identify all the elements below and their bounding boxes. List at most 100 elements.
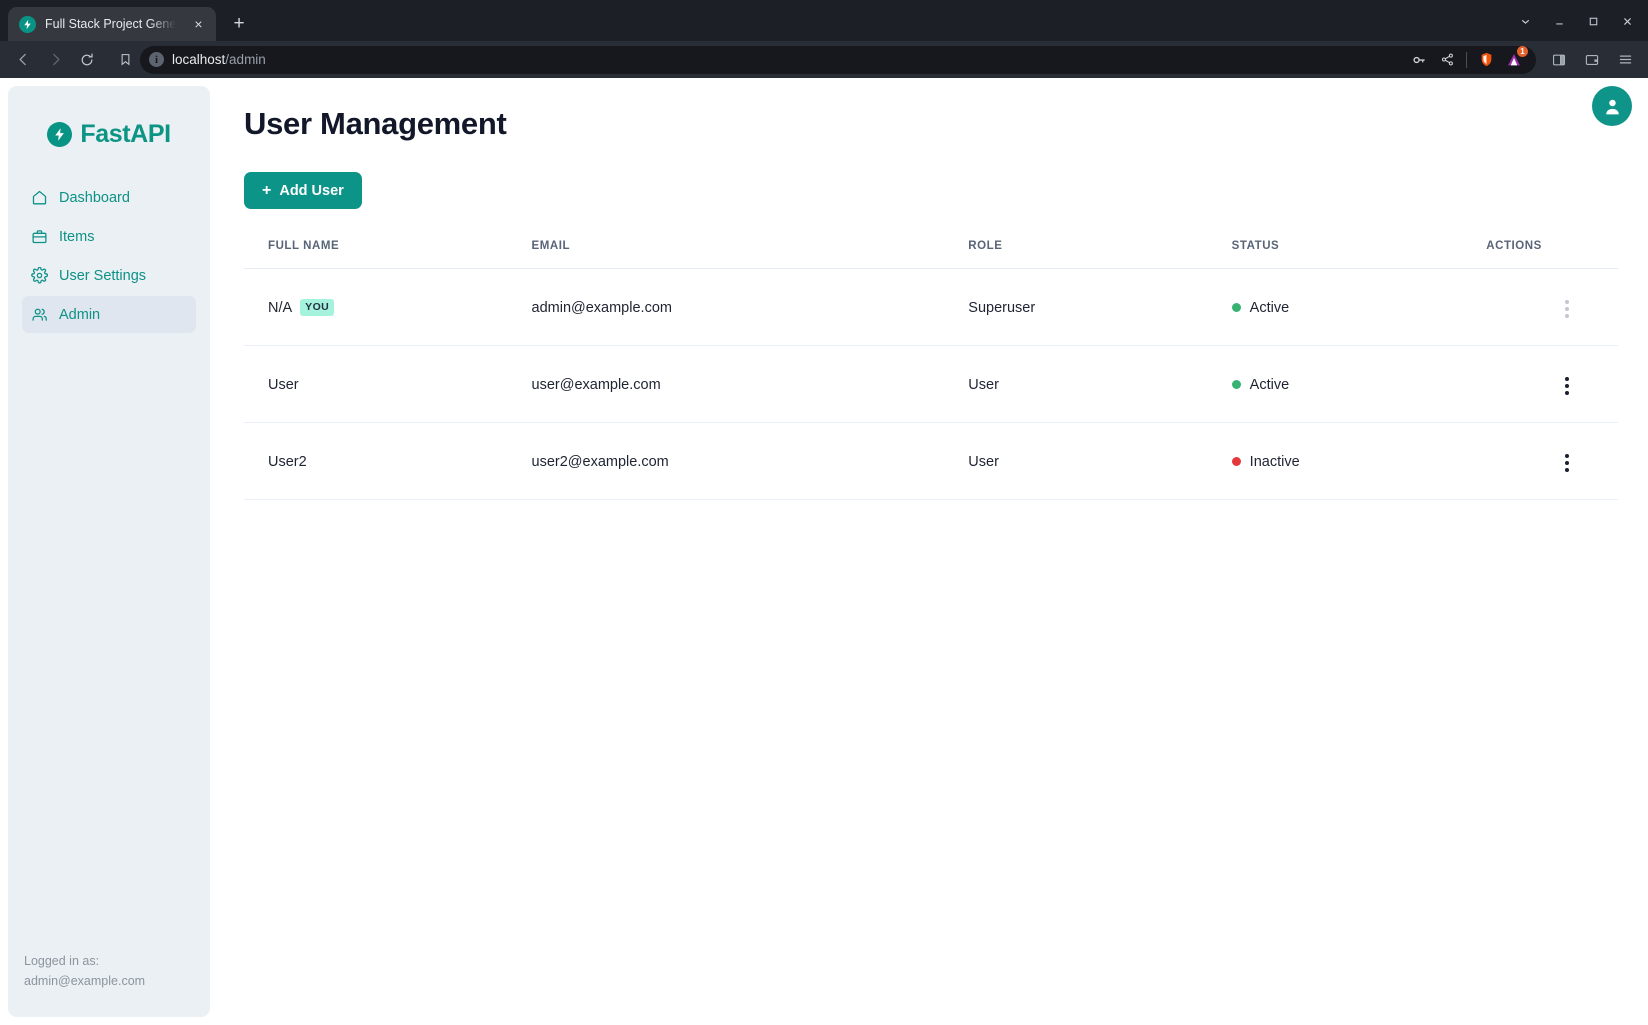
full-name-text: User: [268, 376, 299, 393]
wallet-icon[interactable]: [1577, 46, 1607, 74]
site-info-icon[interactable]: i: [149, 52, 164, 67]
browser-titlebar: Full Stack Project Genera × +: [0, 0, 1648, 41]
chevron-down-icon[interactable]: [1508, 6, 1542, 36]
table-row: User2 user2@example.com User Inactive: [244, 422, 1618, 500]
cell-actions: [1486, 345, 1618, 423]
cell-role: User: [968, 345, 1232, 423]
users-table: FULL NAME EMAIL ROLE STATUS ACTIONS N/A …: [244, 240, 1618, 500]
browser-right-icons: [1544, 46, 1640, 74]
fastapi-brand[interactable]: FastAPI: [8, 120, 210, 149]
logged-in-email: admin@example.com: [24, 973, 146, 988]
brave-shield-icon[interactable]: [1473, 48, 1499, 72]
browser-tab-title: Full Stack Project Genera: [45, 17, 180, 31]
status-badge: Active: [1231, 299, 1487, 316]
cell-full-name: User2: [244, 422, 532, 500]
gear-icon: [31, 267, 48, 284]
user-avatar-button[interactable]: [1592, 86, 1632, 126]
url-path: /admin: [225, 52, 266, 67]
briefcase-icon: [31, 228, 48, 245]
plus-icon: +: [262, 181, 272, 199]
page-viewport: FastAPI Dashboard Items: [0, 78, 1648, 1025]
full-name-text: N/A: [268, 299, 293, 316]
url-area: i localhost/admin 1: [110, 45, 1536, 74]
cell-status: Active: [1231, 345, 1487, 423]
column-header-role[interactable]: ROLE: [968, 240, 1232, 269]
add-user-button[interactable]: + Add User: [244, 172, 362, 209]
forward-icon[interactable]: [40, 46, 70, 74]
status-label: Inactive: [1249, 453, 1300, 470]
sidebar-nav: Dashboard Items User Settings: [8, 179, 210, 333]
row-actions-menu-icon[interactable]: [1556, 295, 1578, 323]
column-header-full-name[interactable]: FULL NAME: [244, 240, 532, 269]
brand-name: FastAPI: [80, 120, 171, 148]
user-avatar-icon: [1605, 99, 1619, 114]
row-actions-menu-icon[interactable]: [1556, 372, 1578, 400]
sidebar-item-label: User Settings: [59, 267, 147, 284]
url-text: localhost/admin: [172, 52, 1398, 67]
reload-icon[interactable]: [72, 46, 102, 74]
fastapi-bolt-icon: [19, 15, 36, 33]
full-name-wrap: User: [268, 377, 532, 393]
sidebar-item-label: Admin: [59, 306, 101, 323]
minimize-icon[interactable]: [1542, 6, 1576, 36]
cell-full-name: User: [244, 345, 532, 423]
users-table-body: N/A YOU admin@example.com Superuser Acti…: [244, 268, 1618, 500]
sidebar-footer: Logged in as: admin@example.com: [8, 951, 210, 1018]
sidebar-item-items[interactable]: Items: [22, 218, 196, 255]
cell-email: user2@example.com: [531, 422, 969, 500]
cell-role: Superuser: [968, 268, 1232, 346]
sidebar-item-user-settings[interactable]: User Settings: [22, 257, 196, 294]
page-title: User Management: [244, 106, 507, 141]
full-name-wrap: N/A YOU: [268, 299, 532, 316]
status-badge: Inactive: [1231, 453, 1487, 470]
column-header-actions[interactable]: ACTIONS: [1486, 240, 1618, 269]
sidebar-item-admin[interactable]: Admin: [22, 296, 196, 333]
sidebar-item-label: Dashboard: [59, 189, 130, 206]
brave-rewards-icon[interactable]: 1: [1501, 45, 1528, 72]
cell-actions: [1486, 422, 1618, 500]
rewards-badge-count: 1: [1517, 45, 1528, 57]
status-label: Active: [1249, 299, 1290, 316]
sidebar-panel-icon[interactable]: [1544, 46, 1574, 74]
close-window-icon[interactable]: [1610, 6, 1644, 36]
cell-actions: [1486, 268, 1618, 346]
bookmark-icon[interactable]: [110, 46, 140, 74]
logged-in-label: Logged in as:: [24, 953, 100, 968]
users-icon: [31, 306, 48, 323]
column-header-status[interactable]: STATUS: [1231, 240, 1487, 269]
back-icon[interactable]: [8, 46, 38, 74]
url-action-icons: 1: [1406, 45, 1530, 72]
cell-email: admin@example.com: [531, 268, 969, 346]
hamburger-menu-icon[interactable]: [1610, 46, 1640, 74]
app-sidebar: FastAPI Dashboard Items: [8, 86, 210, 1017]
cell-status: Inactive: [1231, 422, 1487, 500]
row-actions-menu-icon[interactable]: [1556, 449, 1578, 477]
status-dot-active-icon: [1231, 303, 1241, 312]
status-label: Active: [1249, 376, 1290, 393]
browser-navbar: i localhost/admin 1: [0, 41, 1648, 78]
share-icon[interactable]: [1434, 48, 1460, 72]
home-icon: [31, 189, 48, 206]
url-bar[interactable]: i localhost/admin 1: [140, 45, 1536, 74]
full-name-text: User2: [268, 453, 307, 470]
close-tab-icon[interactable]: ×: [194, 16, 203, 32]
status-dot-active-icon: [1231, 380, 1241, 389]
sidebar-item-label: Items: [59, 228, 95, 245]
cell-status: Active: [1231, 268, 1487, 346]
maximize-icon[interactable]: [1576, 6, 1610, 36]
you-badge: YOU: [300, 299, 335, 316]
table-row: User user@example.com User Active: [244, 345, 1618, 423]
status-badge: Active: [1231, 376, 1487, 393]
new-tab-button[interactable]: +: [233, 13, 245, 34]
table-row: N/A YOU admin@example.com Superuser Acti…: [244, 268, 1618, 346]
key-icon[interactable]: [1406, 48, 1432, 72]
sidebar-spacer: [8, 333, 210, 951]
toolbar-divider: [1466, 51, 1467, 68]
table-header-row: FULL NAME EMAIL ROLE STATUS ACTIONS: [244, 240, 1618, 269]
column-header-email[interactable]: EMAIL: [531, 240, 969, 269]
sidebar-item-dashboard[interactable]: Dashboard: [22, 179, 196, 216]
browser-tab[interactable]: Full Stack Project Genera ×: [8, 7, 216, 41]
status-dot-inactive-icon: [1231, 457, 1241, 466]
cell-email: user@example.com: [531, 345, 969, 423]
